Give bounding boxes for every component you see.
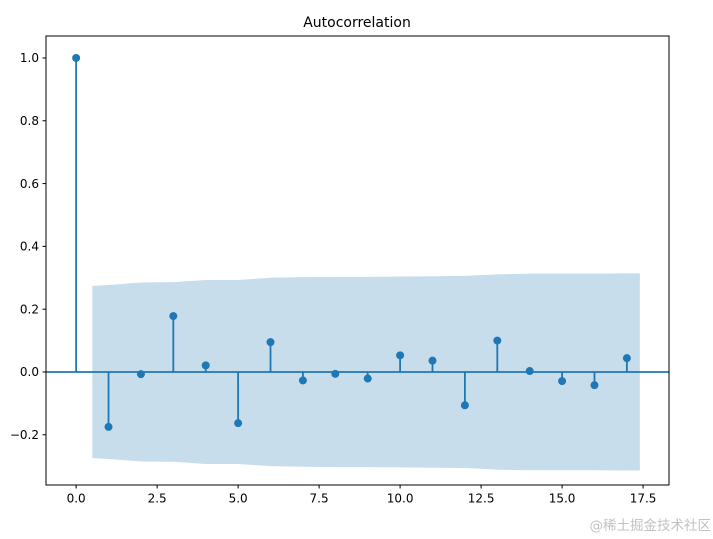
acf-point-lag-12 bbox=[460, 401, 469, 410]
x-tick-label: 10.0 bbox=[387, 492, 414, 506]
x-tick-label: 7.5 bbox=[310, 492, 329, 506]
y-tick-label: −0.2 bbox=[10, 428, 39, 442]
acf-point-lag-1 bbox=[104, 422, 113, 431]
acf-point-lag-5 bbox=[234, 419, 243, 428]
x-tick-label: 12.5 bbox=[468, 492, 495, 506]
acf-point-lag-16 bbox=[590, 381, 599, 390]
acf-point-lag-14 bbox=[525, 367, 534, 376]
acf-point-lag-4 bbox=[201, 361, 210, 370]
axes-frame bbox=[45, 35, 670, 486]
acf-point-lag-0 bbox=[72, 53, 81, 62]
acf-point-lag-15 bbox=[558, 377, 567, 386]
acf-point-lag-10 bbox=[396, 351, 405, 360]
watermark: @稀土掘金技术社区 bbox=[590, 518, 712, 534]
y-tick-label: 0.0 bbox=[20, 365, 39, 379]
acf-point-lag-11 bbox=[428, 356, 437, 365]
y-tick-label: 0.4 bbox=[20, 240, 39, 254]
acf-point-lag-8 bbox=[331, 369, 340, 378]
y-tick-label: 1.0 bbox=[20, 51, 39, 65]
y-tick-label: 0.8 bbox=[20, 114, 39, 128]
acf-point-lag-2 bbox=[136, 370, 145, 379]
stem-layer bbox=[46, 53, 669, 431]
acf-point-lag-3 bbox=[169, 312, 178, 321]
x-tick-label: 5.0 bbox=[229, 492, 248, 506]
y-tick-label: 0.2 bbox=[20, 302, 39, 316]
x-tick-label: 17.5 bbox=[630, 492, 657, 506]
acf-point-lag-7 bbox=[298, 376, 307, 385]
x-tick-label: 15.0 bbox=[549, 492, 576, 506]
x-tick-label: 2.5 bbox=[148, 492, 167, 506]
acf-point-lag-9 bbox=[363, 374, 372, 383]
axes-layer: 0.0 2.5 5.0 7.5 10.0 12.5 15.0 17.5 −0.2 0.0 0.2 0.… bbox=[10, 35, 670, 506]
acf-point-lag-17 bbox=[622, 354, 631, 363]
x-tick-label: 0.0 bbox=[67, 492, 86, 506]
y-tick-label: 0.6 bbox=[20, 177, 39, 191]
chart-title: Autocorrelation bbox=[303, 15, 411, 31]
acf-point-lag-13 bbox=[493, 336, 502, 345]
acf-point-lag-6 bbox=[266, 338, 275, 347]
